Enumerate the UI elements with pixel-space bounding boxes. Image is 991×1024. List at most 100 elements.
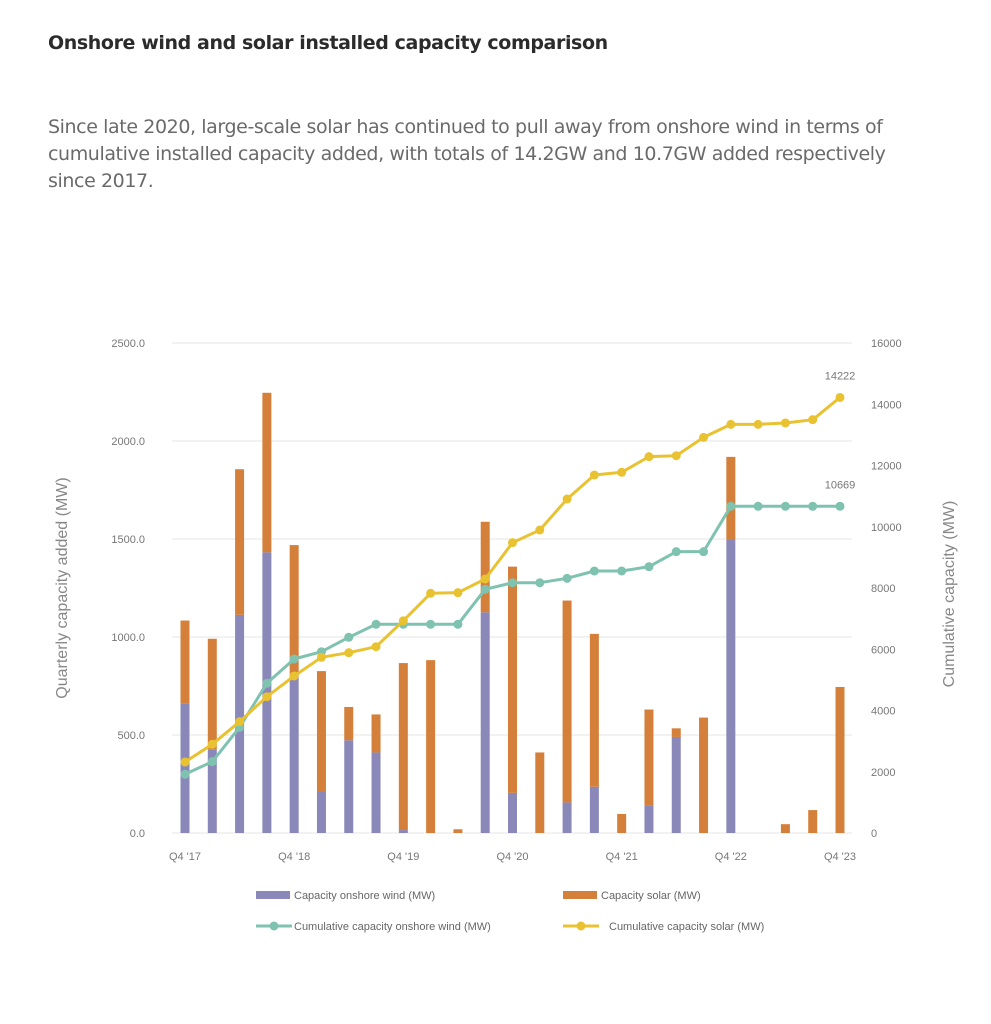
bar-solar xyxy=(207,638,217,750)
bar-wind xyxy=(398,830,408,833)
bar-solar xyxy=(480,521,490,613)
x-tick-label: Q4 '22 xyxy=(715,851,747,863)
bar-solar xyxy=(644,709,654,806)
point-cumulative-solar xyxy=(644,452,654,462)
left-axis-ticks: 0.0 500.0 1000.0 1500.0 2000.0 2500.0 xyxy=(111,338,145,840)
legend: Capacity onshore wind (MW) Capacity solar… xyxy=(256,890,764,933)
y2-tick-label: 10000 xyxy=(871,522,902,534)
bar-solar xyxy=(289,545,299,675)
point-cumulative-wind xyxy=(508,578,517,588)
bar-solar xyxy=(589,633,599,787)
point-cumulative-solar xyxy=(398,616,408,626)
bar-solar xyxy=(671,728,681,737)
bar-wind xyxy=(480,612,490,833)
x-tick-label: Q4 '23 xyxy=(824,851,856,863)
bar-wind xyxy=(371,752,381,833)
point-cumulative-wind xyxy=(371,619,381,629)
bar-solar xyxy=(835,686,845,833)
point-cumulative-wind xyxy=(562,573,572,583)
y2-tick-label: 16000 xyxy=(871,338,902,350)
x-tick-label: Q4 '19 xyxy=(387,851,419,863)
point-cumulative-solar xyxy=(780,418,790,428)
bar-solar xyxy=(398,663,408,831)
point-cumulative-solar xyxy=(508,538,517,548)
point-cumulative-solar xyxy=(835,392,845,402)
legend-label: Capacity solar (MW) xyxy=(601,890,701,902)
point-cumulative-wind xyxy=(589,566,599,576)
bar-solar xyxy=(262,392,272,553)
chart-title: Onshore wind and solar installed capacit… xyxy=(48,32,608,54)
point-cumulative-wind xyxy=(453,619,463,629)
point-cumulative-wind xyxy=(780,501,790,511)
point-cumulative-solar xyxy=(262,692,272,702)
bar-solar xyxy=(780,824,790,833)
point-cumulative-wind xyxy=(644,562,654,572)
point-cumulative-wind xyxy=(808,501,818,511)
bar-wind xyxy=(562,802,572,833)
legend-swatch-marker xyxy=(269,921,279,931)
legend-label: Cumulative capacity solar (MW) xyxy=(609,921,764,933)
point-cumulative-wind xyxy=(426,619,436,629)
point-cumulative-wind xyxy=(699,547,709,557)
point-cumulative-wind xyxy=(207,757,217,767)
legend-label: Cumulative capacity onshore wind (MW) xyxy=(294,921,491,933)
bar-wind xyxy=(644,805,654,833)
y2-tick-label: 8000 xyxy=(871,583,895,595)
bar-solar xyxy=(726,456,736,540)
y-tick-label: 1500.0 xyxy=(111,534,145,546)
point-cumulative-solar xyxy=(235,717,245,727)
bar-solar xyxy=(562,600,572,803)
point-cumulative-solar xyxy=(344,648,354,658)
right-axis-ticks: 0 2000 4000 6000 8000 10000 12000 14000 16000 xyxy=(871,338,902,840)
bar-wind xyxy=(508,792,517,833)
bar-solar xyxy=(453,829,463,833)
bar-wind xyxy=(726,539,736,833)
right-axis-title: Cumulative capacity (MW) xyxy=(941,501,958,688)
y-tick-label: 500.0 xyxy=(117,730,145,742)
point-cumulative-wind xyxy=(344,632,354,642)
legend-swatch xyxy=(256,891,290,899)
point-cumulative-solar xyxy=(289,671,299,681)
bar-wind xyxy=(316,791,326,833)
bar-wind xyxy=(289,674,299,833)
point-cumulative-wind xyxy=(671,547,681,557)
legend-label: Capacity onshore wind (MW) xyxy=(294,890,435,902)
point-cumulative-solar xyxy=(453,588,463,598)
annotations: 14222 10669 xyxy=(825,370,856,491)
point-cumulative-solar xyxy=(480,574,490,584)
point-cumulative-wind xyxy=(289,654,299,664)
point-cumulative-solar xyxy=(589,470,599,480)
bar-solar xyxy=(426,660,436,833)
bar-wind xyxy=(671,736,681,833)
point-cumulative-solar xyxy=(808,415,818,425)
y2-tick-label: 12000 xyxy=(871,461,902,473)
point-cumulative-solar xyxy=(535,525,545,535)
x-tick-label: Q4 '17 xyxy=(169,851,201,863)
bar-solar xyxy=(699,717,709,833)
point-cumulative-wind xyxy=(262,678,272,688)
legend-swatch-marker xyxy=(576,921,586,931)
y-tick-label: 2000.0 xyxy=(111,436,145,448)
bar-solar xyxy=(235,469,245,615)
y-tick-label: 1000.0 xyxy=(111,632,145,644)
y-tick-label: 0.0 xyxy=(130,828,145,840)
point-cumulative-solar xyxy=(699,432,709,442)
x-tick-label: Q4 '18 xyxy=(278,851,310,863)
x-axis-ticks: Q4 '17 Q4 '18 Q4 '19 Q4 '20 Q4 '21 Q4 '22 Q4 '… xyxy=(169,851,856,863)
point-cumulative-wind xyxy=(180,769,190,779)
x-tick-label: Q4 '21 xyxy=(606,851,638,863)
y2-tick-label: 0 xyxy=(871,828,877,840)
y2-tick-label: 2000 xyxy=(871,767,895,779)
chart-subtitle: Since late 2020, large-scale solar has c… xyxy=(48,116,886,192)
bars xyxy=(180,392,845,833)
point-cumulative-solar xyxy=(207,739,217,749)
legend-swatch xyxy=(563,891,597,899)
point-cumulative-solar xyxy=(562,494,572,504)
data-label: 14222 xyxy=(825,370,856,382)
point-cumulative-solar xyxy=(316,652,326,662)
point-cumulative-solar xyxy=(671,451,681,461)
bar-wind xyxy=(589,786,599,833)
y-tick-label: 2500.0 xyxy=(111,338,145,350)
y2-tick-label: 14000 xyxy=(871,399,902,411)
bar-solar xyxy=(508,566,517,793)
